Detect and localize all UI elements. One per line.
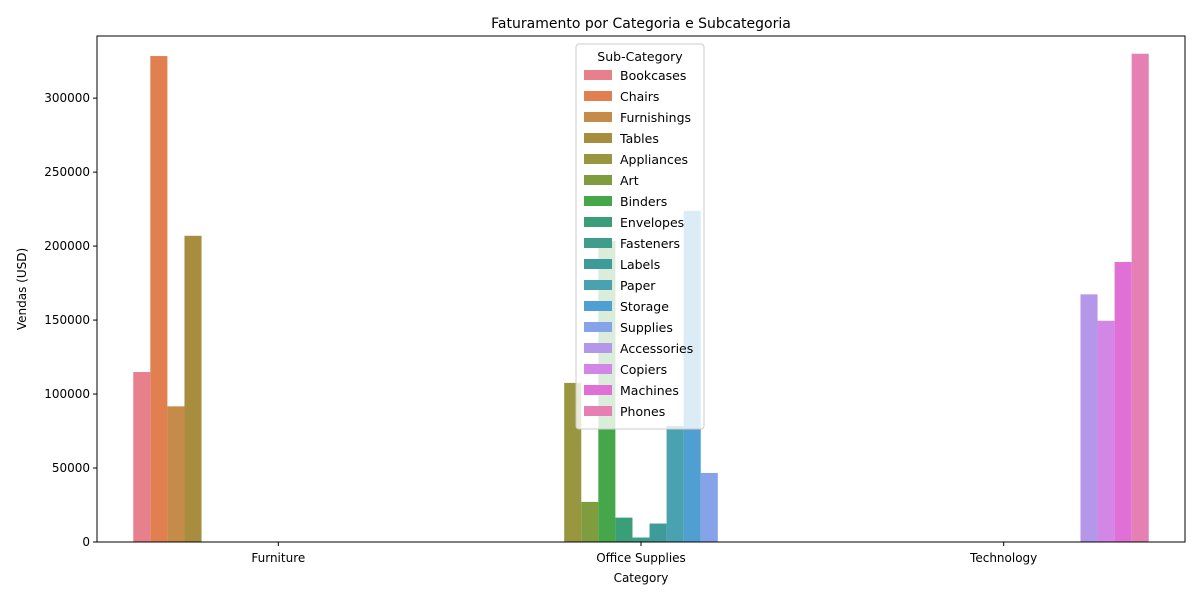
bar-supplies-office-supplies (700, 472, 718, 542)
bar-tables-furniture (184, 235, 202, 543)
bar-phones-technology (1131, 53, 1149, 543)
bar-fasteners-office-supplies (632, 537, 650, 542)
legend-swatch-supplies (584, 322, 612, 332)
y-tick-label: 150000 (44, 313, 90, 327)
bar-machines-technology (1114, 262, 1132, 542)
y-tick-label: 0 (82, 535, 90, 549)
legend-label-machines: Machines (620, 383, 679, 398)
legend-label-binders: Binders (620, 194, 667, 209)
legend-swatch-chairs (584, 91, 612, 101)
legend-swatch-phones (584, 406, 612, 416)
bar-accessories-technology (1080, 294, 1098, 542)
bar-envelopes-office-supplies (615, 517, 633, 542)
x-tick-label: Technology (969, 551, 1037, 565)
legend-swatch-art (584, 175, 612, 185)
legend-label-art: Art (620, 173, 639, 188)
legend-label-copiers: Copiers (620, 362, 667, 377)
y-tick-label: 50000 (52, 461, 90, 475)
legend-swatch-appliances (584, 154, 612, 164)
legend-label-furnishings: Furnishings (620, 110, 691, 125)
y-tick-label: 300000 (44, 91, 90, 105)
legend-label-envelopes: Envelopes (620, 215, 684, 230)
legend-label-paper: Paper (620, 278, 656, 293)
legend-label-phones: Phones (620, 404, 665, 419)
legend-swatch-fasteners (584, 238, 612, 248)
x-tick-label: Furniture (251, 551, 305, 565)
legend-label-appliances: Appliances (620, 152, 688, 167)
legend-swatch-furnishings (584, 112, 612, 122)
legend-swatch-envelopes (584, 217, 612, 227)
x-tick-label: Office Supplies (596, 551, 686, 565)
legend-swatch-paper (584, 280, 612, 290)
bar-paper-office-supplies (666, 425, 684, 542)
legend-label-supplies: Supplies (620, 320, 673, 335)
chart-title: Faturamento por Categoria e Subcategoria (491, 16, 791, 32)
legend-label-bookcases: Bookcases (620, 68, 686, 83)
legend-label-tables: Tables (619, 131, 659, 146)
bar-art-office-supplies (581, 501, 599, 542)
y-tick-label: 200000 (44, 239, 90, 253)
y-tick-label: 100000 (44, 387, 90, 401)
legend-title: Sub-Category (597, 49, 683, 64)
legend-swatch-binders (584, 196, 612, 206)
y-tick-label: 250000 (44, 165, 90, 179)
axes-group: 0 50000 100000 150000 200000 250000 300000 Furn… (44, 35, 1186, 565)
bar-chairs-furniture (150, 56, 168, 543)
bar-bookcases-furniture (133, 372, 151, 542)
bar-copiers-technology (1097, 320, 1115, 542)
bar-furnishings-furniture (167, 406, 185, 542)
legend-swatch-accessories (584, 343, 612, 353)
legend-swatch-storage (584, 301, 612, 311)
bar-labels-office-supplies (649, 523, 667, 542)
legend-swatch-copiers (584, 364, 612, 374)
x-axis-label: Category (614, 571, 669, 585)
legend-swatch-machines (584, 385, 612, 395)
legend-swatch-labels (584, 259, 612, 269)
legend-swatch-bookcases (584, 70, 612, 80)
legend-label-chairs: Chairs (620, 89, 659, 104)
legend-swatch-tables (584, 133, 612, 143)
legend: Sub-Category Bookcases Chairs Furnishings Ta… (575, 43, 705, 430)
legend-label-labels: Labels (620, 257, 660, 272)
legend-label-storage: Storage (620, 299, 669, 314)
legend-label-fasteners: Fasteners (620, 236, 680, 251)
legend-label-accessories: Accessories (620, 341, 693, 356)
y-axis-label: Vendas (USD) (15, 248, 29, 330)
